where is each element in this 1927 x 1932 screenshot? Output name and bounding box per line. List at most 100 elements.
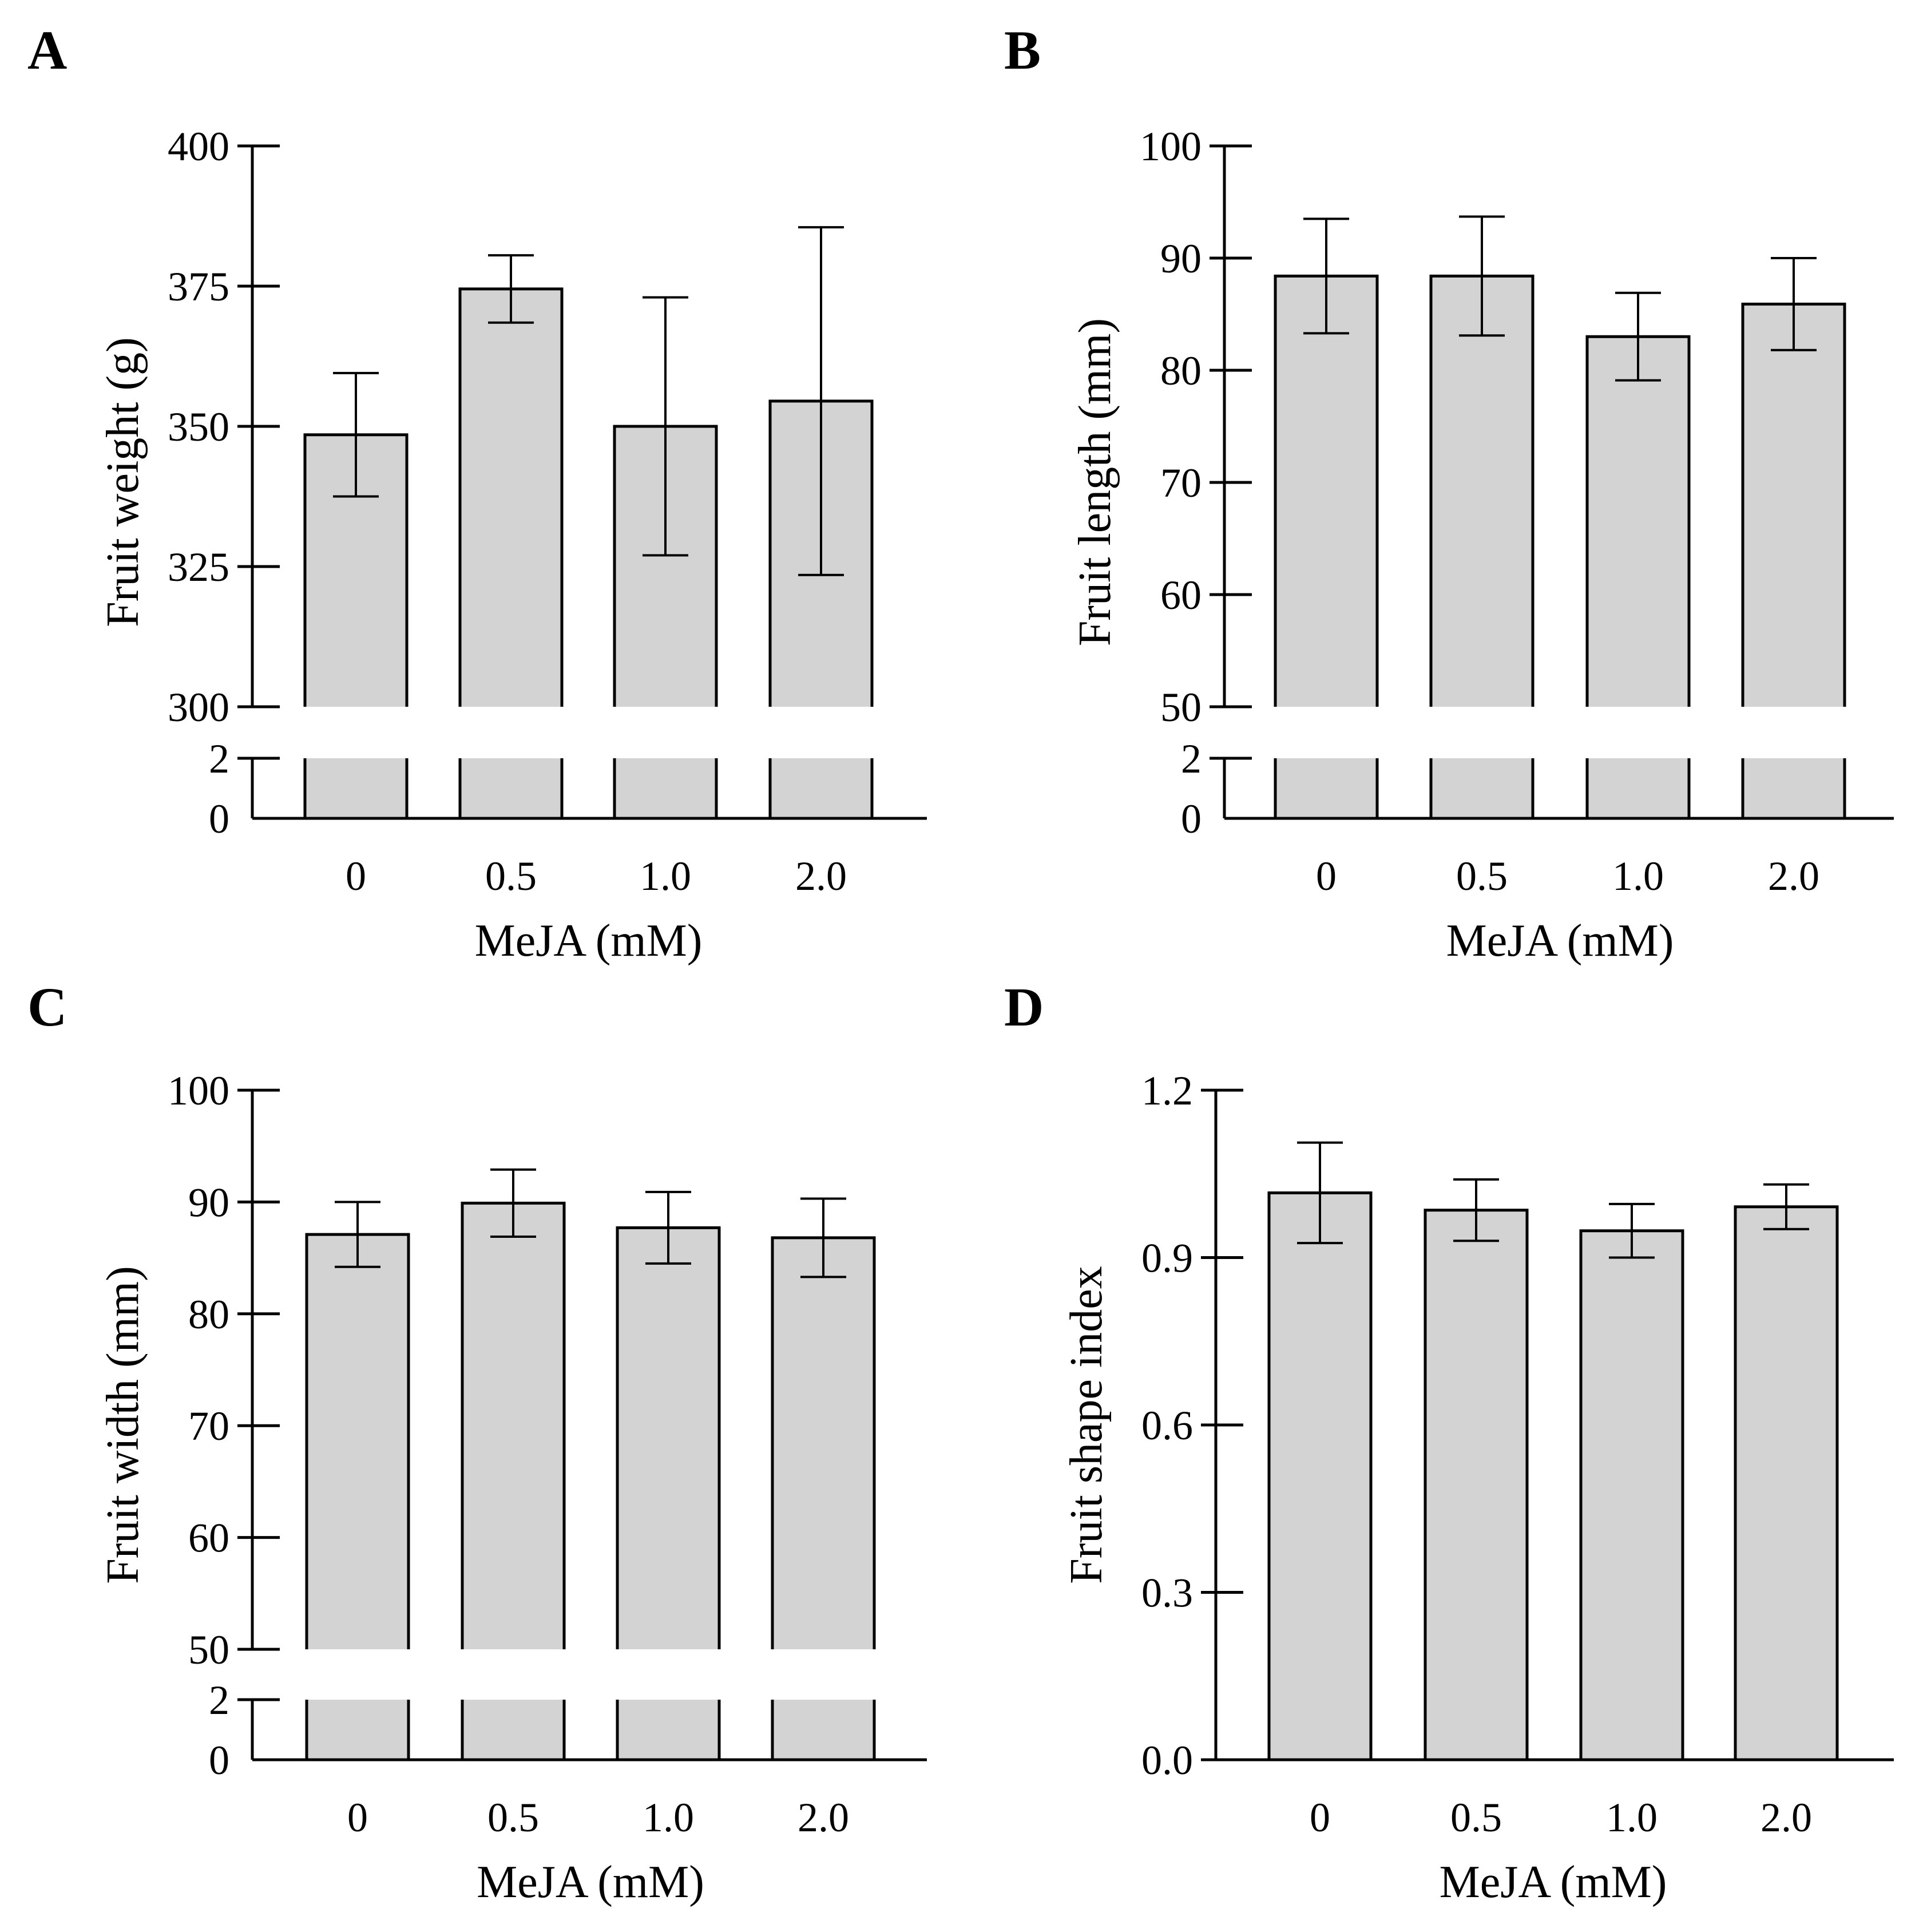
y-tick-label: 70: [188, 1403, 229, 1449]
panel-c: C 50 60 70 80 90 100 2 0 0 0.5 1.0 2.0 MeJA (mM) Fruit…: [27, 976, 927, 1907]
bar-fill-upper: [1431, 276, 1533, 707]
y-tick-label: 70: [1160, 460, 1202, 506]
y-axis-label: Fruit length (mm): [1070, 318, 1120, 646]
y-tick-label: 80: [188, 1292, 229, 1337]
y-tick-label: 1.2: [1141, 1068, 1193, 1114]
y-tick-label: 0: [209, 796, 229, 842]
error-bar: [798, 226, 844, 576]
panel-d: D 0.0 0.3 0.6 0.9 1.2 0 0.5 1.0 2.0 MeJA (mM) Fruit…: [1004, 976, 1894, 1907]
x-tick-label: 2.0: [1761, 1795, 1812, 1840]
x-axis-label: MeJA (mM): [1440, 1857, 1667, 1907]
y-axis-label: Fruit width (mm): [98, 1266, 148, 1584]
bar-fill-upper: [460, 288, 562, 707]
y-tick-label: 50: [1160, 684, 1202, 730]
bar-fill-upper: [1275, 276, 1377, 707]
x-tick-label: 1.0: [1612, 853, 1664, 899]
error-bar: [1459, 215, 1505, 337]
bar-fill-lower: [462, 1700, 564, 1760]
bar-lower-edges: [303, 758, 409, 818]
y-tick-label: 375: [168, 264, 229, 310]
bar-fill-lower: [460, 758, 562, 818]
y-tick-label: 0: [1181, 796, 1202, 842]
x-tick-label: 0.5: [485, 853, 537, 899]
error-bar: [333, 371, 379, 498]
panel-label: D: [1004, 976, 1044, 1038]
x-tick-label: 0: [1310, 1795, 1330, 1840]
x-axis-label: MeJA (mM): [477, 1857, 704, 1907]
y-tick-label: 60: [1160, 572, 1202, 618]
bar-fill-lower: [1275, 758, 1377, 818]
error-bar: [490, 1168, 536, 1238]
y-axis-label: Fruit weight (g): [98, 337, 148, 627]
x-tick-label: 0.5: [487, 1795, 539, 1840]
bar-lower-edges: [1429, 758, 1535, 818]
y-tick-label: 325: [168, 544, 229, 590]
error-bar: [1763, 1183, 1809, 1230]
bar-fill-upper: [462, 1203, 564, 1649]
error-bar: [1453, 1178, 1499, 1242]
panel-b: B 50 60 70 80 90 100 2 0 0 0.5 1.0 2.0 MeJA (mM) Fruit…: [1004, 19, 1894, 966]
bar-lower-edges: [305, 1700, 410, 1760]
y-tick-label: 350: [168, 404, 229, 450]
x-tick-label: 2.0: [798, 1795, 849, 1840]
x-tick-label: 0.5: [1450, 1795, 1502, 1840]
bar: [1267, 1191, 1373, 1761]
y-tick-label: 400: [168, 124, 229, 169]
x-tick-label: 0: [1316, 853, 1337, 899]
error-bar: [488, 254, 534, 324]
bar-fill-lower: [614, 758, 716, 818]
x-tick-label: 0.5: [1456, 853, 1508, 899]
x-axis-label: MeJA (mM): [1446, 916, 1674, 966]
bar-lower-edges: [458, 758, 564, 818]
bar-fill-lower: [307, 1700, 409, 1760]
bar: [1579, 1229, 1684, 1761]
bar-fill-upper: [307, 1234, 409, 1649]
bar-lower-edges: [613, 758, 718, 818]
bar-fill-lower: [1587, 758, 1689, 818]
y-axis-label: Fruit shape index: [1061, 1266, 1112, 1583]
y-tick-label: 100: [1140, 124, 1202, 169]
y-tick-label: 0.9: [1141, 1236, 1193, 1281]
panel-label: C: [27, 976, 67, 1038]
x-tick-label: 2.0: [795, 853, 847, 899]
error-bar: [1771, 257, 1817, 351]
panel-a: A 300 325 350 375 400 2 0 0 0.5 1.0 2.0 MeJA (mM) Fru…: [27, 19, 927, 966]
bar-lower-edges: [1585, 758, 1691, 818]
y-tick-label: 0.6: [1141, 1403, 1193, 1448]
y-tick-label: 2: [1181, 736, 1202, 782]
error-bar: [1303, 217, 1349, 335]
bar-fill-upper: [617, 1228, 719, 1649]
panel-label: B: [1004, 19, 1041, 81]
panel-label: A: [27, 19, 67, 81]
y-tick-label: 50: [188, 1627, 229, 1673]
y-tick-label: 300: [168, 684, 229, 730]
bar-fill-lower: [617, 1700, 719, 1760]
bar-fill-lower: [1743, 758, 1845, 818]
bar-fill-lower: [305, 758, 407, 818]
bar-fill-lower: [1431, 758, 1533, 818]
x-tick-label: 1.0: [640, 853, 691, 899]
error-bar: [335, 1201, 380, 1268]
bar: [1734, 1205, 1839, 1761]
x-tick-label: 0: [347, 1795, 368, 1840]
y-tick-label: 60: [188, 1515, 229, 1561]
y-tick-label: 2: [209, 736, 229, 782]
error-bar: [643, 296, 688, 557]
error-bar: [1297, 1141, 1343, 1245]
bar-fill-upper: [1743, 304, 1845, 707]
bar: [1424, 1209, 1529, 1761]
y-tick-label: 2: [209, 1677, 229, 1723]
x-tick-label: 1.0: [643, 1795, 694, 1840]
bar-lower-edges: [461, 1700, 566, 1760]
x-axis-label: MeJA (mM): [475, 916, 703, 966]
x-tick-label: 1.0: [1606, 1795, 1658, 1840]
error-bar: [1609, 1202, 1655, 1259]
y-tick-label: 80: [1160, 348, 1202, 394]
bar-lower-edges: [768, 758, 874, 818]
y-tick-label: 0.0: [1141, 1737, 1193, 1783]
error-bar: [1615, 291, 1661, 382]
bar-fill-lower: [770, 758, 872, 818]
bar-lower-edges: [1741, 758, 1846, 818]
bar-lower-edges: [616, 1700, 721, 1760]
